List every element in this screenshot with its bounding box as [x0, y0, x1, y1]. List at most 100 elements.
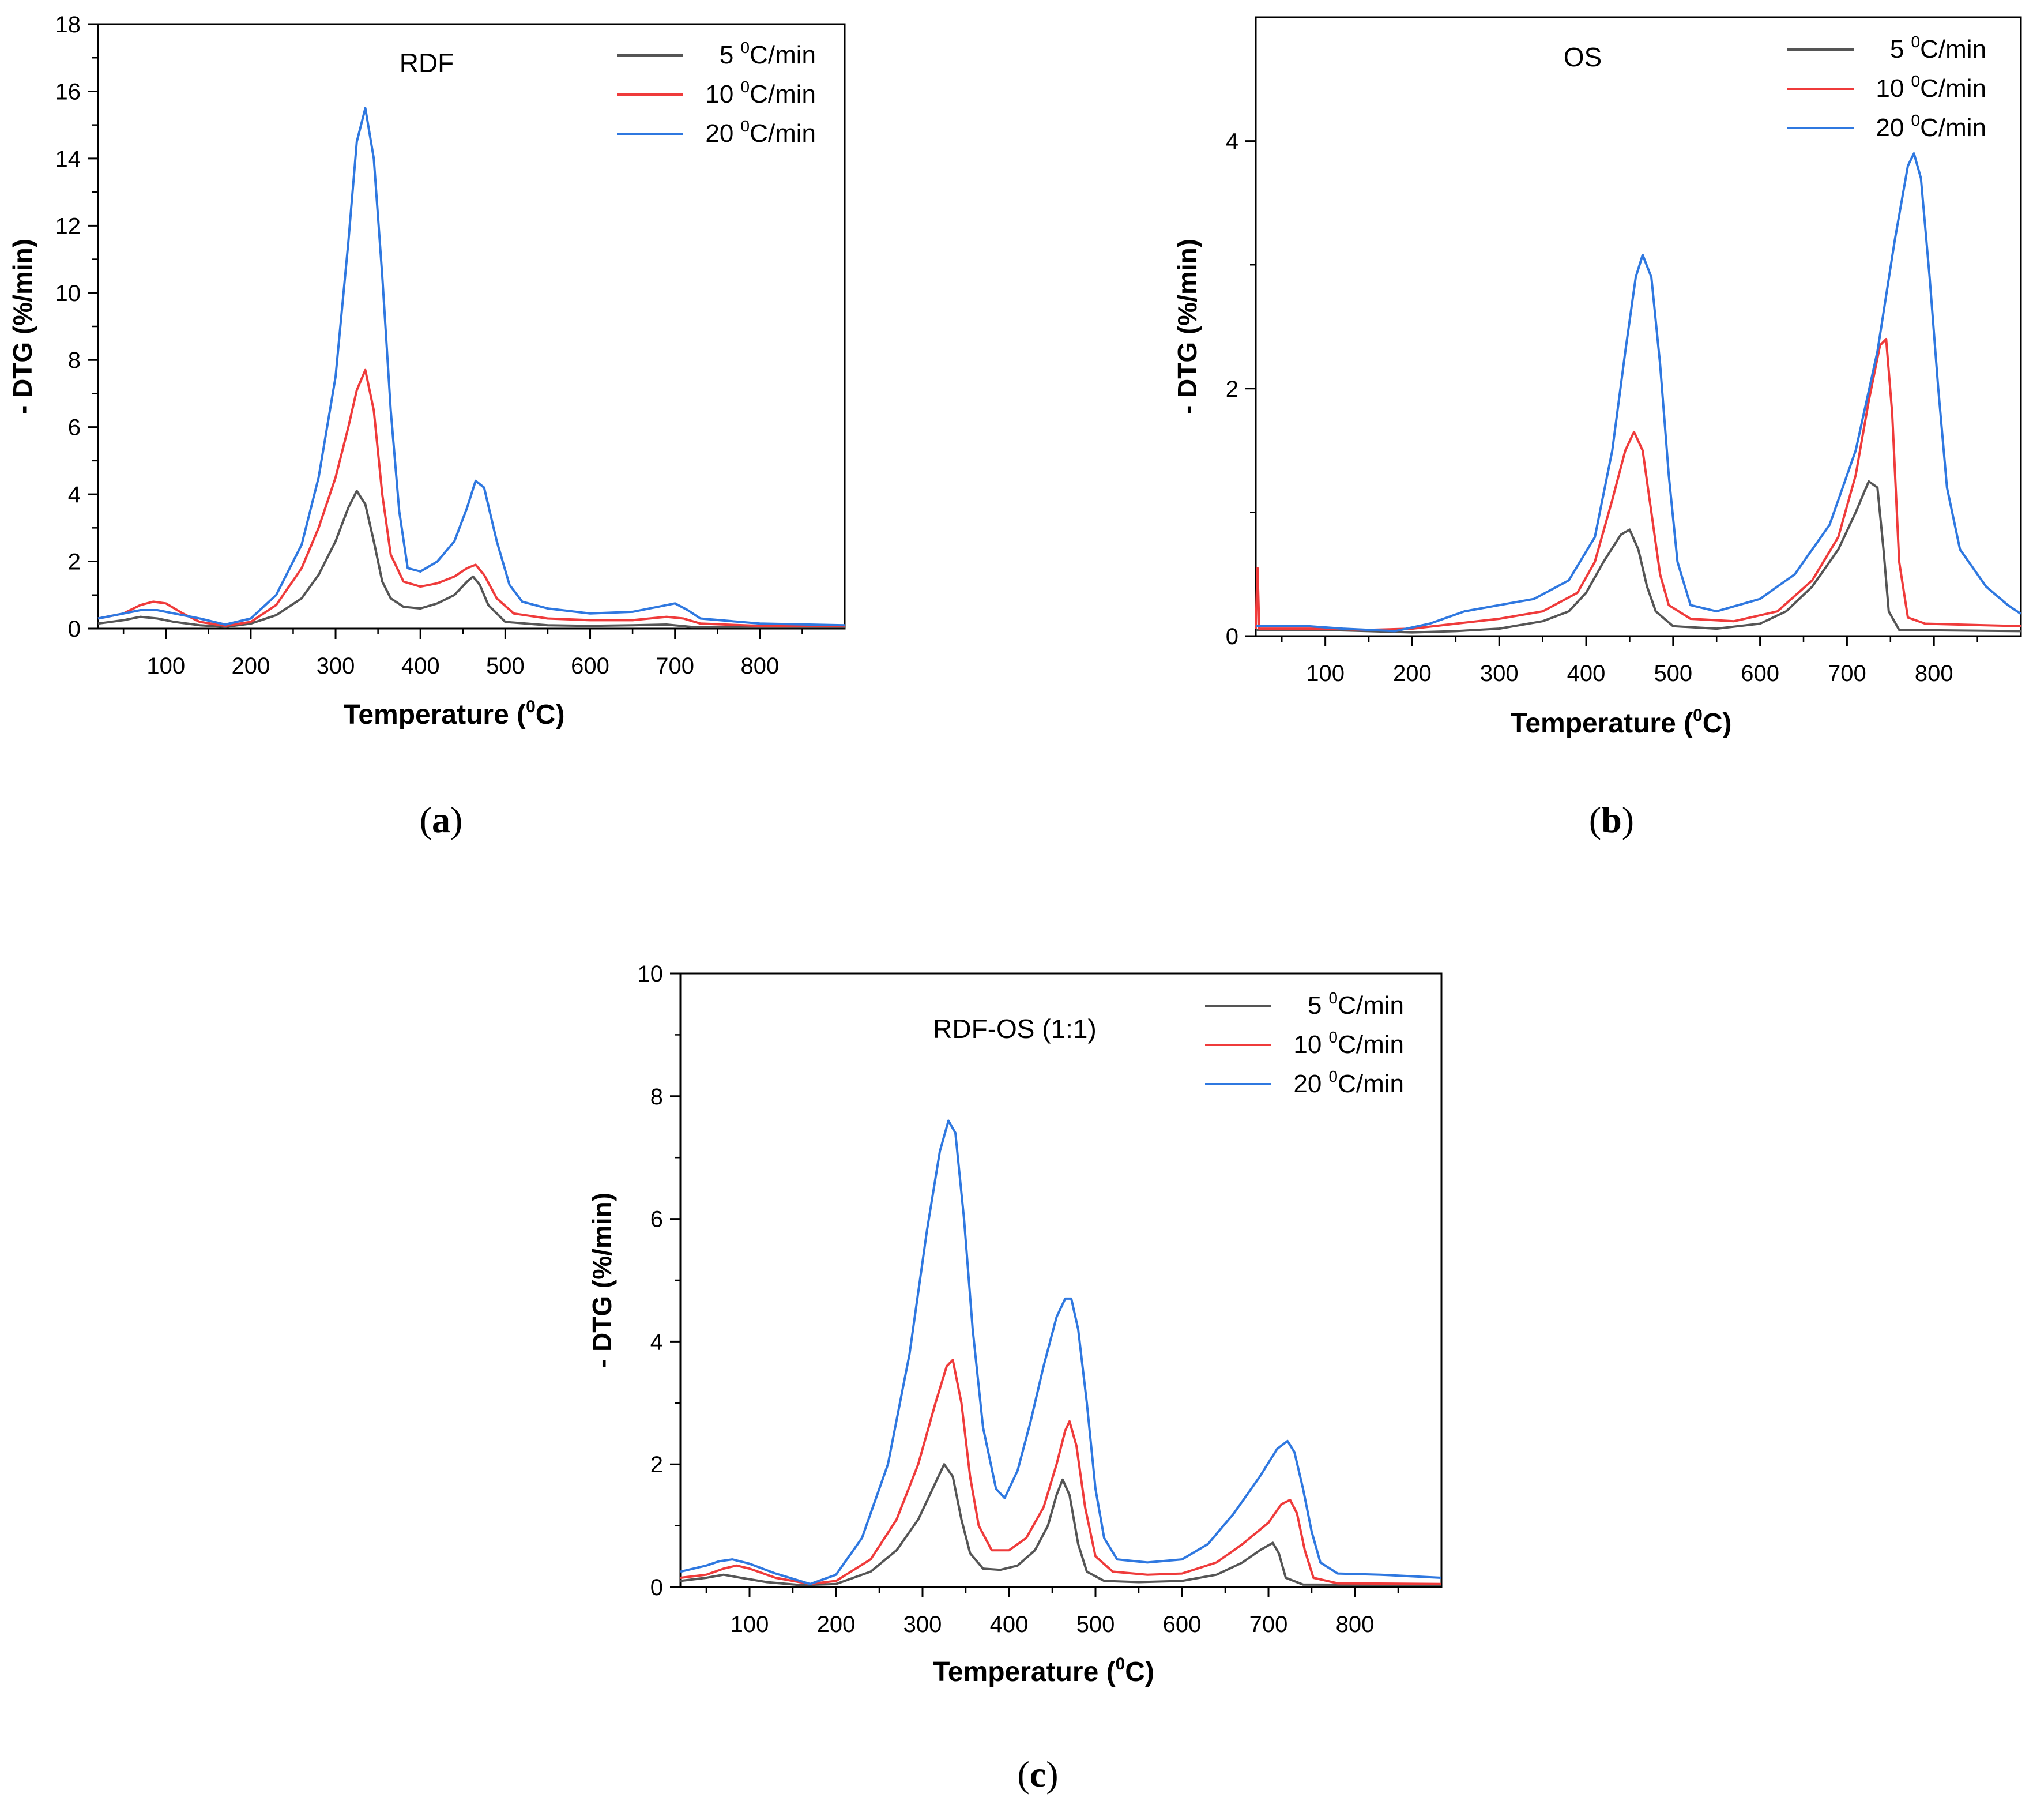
legend-sup: 0 [1911, 72, 1921, 90]
x-tick-label: 600 [1163, 1612, 1202, 1637]
series-line-10-c-min [97, 368, 845, 627]
legend-sup: 0 [1911, 111, 1921, 129]
legend-entry: 5 0C/min [1890, 33, 1986, 63]
x-tick-label: 500 [1654, 661, 1692, 686]
legend-rate: 10 [1876, 74, 1911, 103]
legend-rate: 20 [1293, 1070, 1328, 1098]
series-line-5-c-min [97, 490, 845, 629]
x-axis-label-sup: 0 [526, 697, 536, 716]
legend-entry: 10 0C/min [705, 78, 816, 108]
series-line-10-c-min [680, 1359, 1442, 1585]
panel-rdf: 100 200 300 400 500 600 700 800024681012141618R… [7, 12, 846, 730]
legend-rate: 5 [1308, 991, 1329, 1020]
x-tick-label: 500 [1076, 1612, 1115, 1637]
plot-frame [679, 972, 1443, 1588]
y-axis-label: - DTG (%/min) [7, 239, 37, 414]
legend-sup: 0 [741, 39, 750, 57]
series-line-5-c-min [1256, 480, 2021, 634]
legend-sup: 0 [1329, 989, 1338, 1007]
y-tick-label: 16 [55, 79, 81, 104]
y-tick-label: 14 [55, 146, 81, 172]
series-line-20-c-min [680, 1119, 1442, 1585]
x-tick-label: 800 [1336, 1612, 1375, 1637]
y-tick-label: 0 [1226, 624, 1238, 649]
legend-sup: 0 [1911, 33, 1921, 51]
y-tick-label: 0 [68, 616, 81, 642]
y-tick-label: 10 [55, 281, 81, 306]
x-axis-label-main: Temperature ( [933, 1657, 1116, 1687]
legend-sup: 0 [741, 117, 750, 135]
y-tick-label: 8 [650, 1084, 663, 1110]
legend-unit: C/min [750, 119, 816, 148]
y-tick-label: 8 [68, 348, 81, 373]
x-tick-label: 500 [486, 653, 525, 679]
y-tick-label: 4 [650, 1329, 663, 1355]
x-tick-label: 700 [656, 653, 694, 679]
legend-rate: 5 [1890, 35, 1911, 63]
legend-unit: C/min [1920, 114, 1986, 142]
x-tick-label: 400 [1567, 661, 1606, 686]
x-tick-label: 200 [1393, 661, 1432, 686]
legend-unit: C/min [1338, 991, 1404, 1020]
x-axis-label-end: C) [536, 700, 565, 730]
x-axis-label-main: Temperature ( [344, 700, 526, 730]
x-tick-label: 800 [1915, 661, 1953, 686]
caption-a-letter: a [432, 799, 450, 840]
legend-entry: 5 0C/min [1308, 989, 1404, 1020]
x-tick-label: 100 [731, 1612, 769, 1637]
series-line-20-c-min [97, 107, 845, 627]
legend-entry: 20 0C/min [1876, 111, 1986, 142]
panel-title: RDF [400, 48, 454, 78]
x-axis-label-main: Temperature ( [1511, 708, 1693, 739]
x-tick-label: 600 [1741, 661, 1779, 686]
plot-frame [1255, 16, 2022, 637]
y-tick-label: 2 [1226, 377, 1238, 402]
caption-c-letter: c [1029, 1754, 1046, 1795]
legend-sup: 0 [1329, 1028, 1338, 1046]
caption-b: (b) [1588, 799, 1635, 840]
x-tick-label: 800 [740, 653, 779, 679]
x-tick-label: 100 [146, 653, 185, 679]
x-tick-label: 600 [571, 653, 609, 679]
x-axis-label-end: C) [1125, 1657, 1154, 1687]
panel-title: OS [1564, 42, 1602, 72]
legend-entry: 20 0C/min [1293, 1067, 1404, 1098]
y-tick-label: 6 [68, 415, 81, 441]
legend-unit: C/min [750, 41, 816, 69]
legend-rate: 10 [705, 80, 740, 108]
y-tick-label: 4 [68, 482, 81, 507]
legend-rate: 10 [1293, 1031, 1328, 1059]
x-axis-label: Temperature (0C) [1511, 706, 1732, 739]
x-tick-label: 400 [990, 1612, 1029, 1637]
x-axis-label: Temperature (0C) [344, 697, 565, 730]
legend-unit: C/min [750, 80, 816, 108]
y-axis-label: - DTG (%/min) [1172, 239, 1202, 414]
x-tick-label: 700 [1828, 661, 1866, 686]
legend-unit: C/min [1338, 1031, 1404, 1059]
y-tick-label: 10 [638, 961, 664, 987]
legend-rate: 5 [720, 41, 741, 69]
series-line-5-c-min [680, 1463, 1442, 1586]
panel-title: RDF-OS (1:1) [933, 1014, 1097, 1044]
series-line-20-c-min [1256, 152, 2022, 633]
y-tick-label: 0 [650, 1575, 663, 1600]
legend-rate: 20 [1876, 114, 1911, 142]
legend-entry: 20 0C/min [705, 117, 816, 148]
legend-rate: 20 [705, 119, 740, 148]
x-tick-label: 300 [317, 653, 355, 679]
x-axis-label: Temperature (0C) [933, 1654, 1154, 1687]
y-tick-label: 2 [68, 550, 81, 575]
x-tick-label: 700 [1249, 1612, 1288, 1637]
y-tick-label: 18 [55, 12, 81, 37]
y-tick-label: 12 [55, 213, 81, 239]
legend-sup: 0 [741, 78, 750, 96]
y-tick-label: 2 [650, 1452, 663, 1477]
x-axis-label-sup: 0 [1116, 1654, 1125, 1674]
legend-unit: C/min [1920, 74, 1986, 103]
x-tick-label: 300 [903, 1612, 942, 1637]
caption-b-letter: b [1601, 799, 1622, 840]
